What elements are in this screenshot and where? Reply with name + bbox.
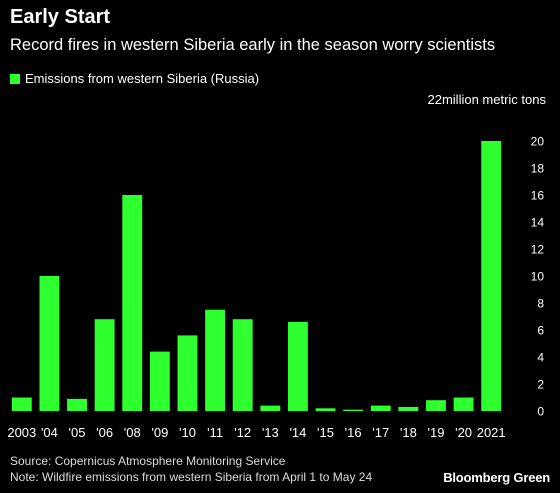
x-tick-label: 2003 [7,425,36,440]
bar-10 [287,321,308,411]
bar-6 [177,335,198,411]
y-tick-label: 10 [531,270,545,284]
bar-3 [94,319,115,411]
x-tick-label: '10 [179,425,196,440]
x-tick-label: 2021 [477,425,506,440]
x-tick-label: '20 [455,425,472,440]
x-tick-label: '17 [372,425,389,440]
x-tick-label: '09 [151,425,168,440]
bar-11 [315,408,336,411]
brand-logo: Bloomberg Green [443,470,550,485]
x-tick-label: '14 [289,425,306,440]
chart-subtitle: Record fires in western Siberia early in… [10,36,496,54]
y-tick-label: 8 [537,297,544,311]
x-tick-label: '19 [427,425,444,440]
bar-13 [370,405,391,411]
x-tick-label: '13 [262,425,279,440]
x-tick-label: '16 [345,425,362,440]
x-tick-label: '12 [234,425,251,440]
x-tick-label: '18 [400,425,417,440]
bar-5 [149,351,170,411]
y-tick-label: 14 [531,216,545,230]
y-tick-label: 16 [531,189,545,203]
y-tick-label: 0 [537,405,544,419]
bar-1 [39,276,60,411]
y-tick-label: 6 [537,324,544,338]
bar-16 [453,397,474,411]
y-tick-label: 2 [537,378,544,392]
bar-2 [67,398,87,411]
legend-swatch [10,73,20,84]
y-tick-label: 4 [537,351,544,365]
bar-8 [232,319,253,411]
x-tick-label: '05 [69,425,86,440]
y-tick-label: 20 [531,135,545,149]
bar-15 [426,400,446,411]
chart-title: Early Start [10,6,111,28]
x-tick-label: '04 [41,425,58,440]
y-tick-label: 18 [531,162,545,176]
x-tick-label: '11 [207,425,223,440]
x-tick-label: '15 [317,425,334,440]
x-tick-label: '08 [124,425,141,440]
bar-17 [481,141,502,411]
x-tick-label: '06 [96,425,113,440]
footnote: Note: Wildfire emissions from western Si… [10,470,373,484]
bar-12 [343,409,364,411]
bar-0 [11,397,32,411]
bar-14 [398,406,419,411]
y-tick-label: 12 [531,243,545,257]
source-note: Source: Copernicus Atmosphere Monitoring… [10,454,286,468]
bar-7 [205,309,226,411]
y-axis-top-label: 22million metric tons [427,92,547,107]
legend-label: Emissions from western Siberia (Russia) [25,71,260,86]
legend: Emissions from western Siberia (Russia) [10,71,259,86]
bar-9 [260,405,281,411]
bar-4 [122,195,143,411]
